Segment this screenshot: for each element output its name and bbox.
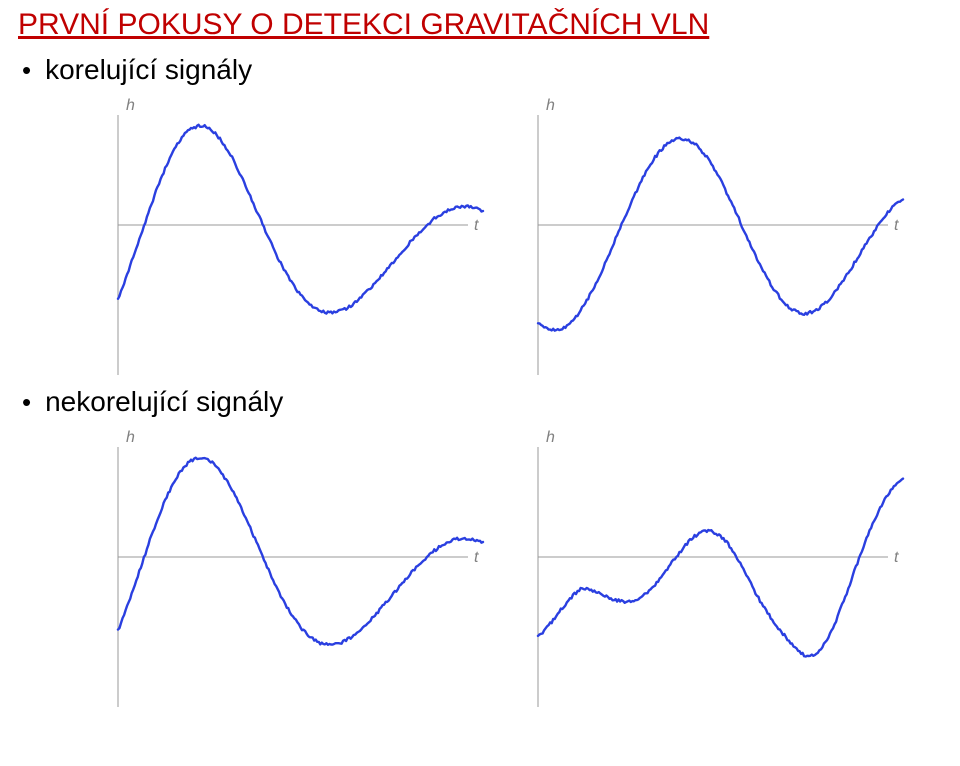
axis-label-x: t: [474, 549, 479, 566]
bullet-dot-icon: •: [22, 57, 31, 83]
axis-label-y: h: [546, 429, 555, 446]
correlated-chart-row: ht ht: [88, 90, 942, 380]
axis-label-y: h: [546, 97, 555, 114]
axis-label-x: t: [894, 217, 899, 234]
signal-chart: ht: [88, 90, 508, 380]
uncorrelated-chart-row: ht ht: [88, 422, 942, 712]
axis-label-x: t: [474, 217, 479, 234]
page-title: PRVNÍ POKUSY O DETEKCI GRAVITAČNÍCH VLN: [18, 8, 942, 42]
axis-label-y: h: [126, 429, 135, 446]
chart-bottom-right: ht: [508, 422, 928, 712]
bullet-dot-icon: •: [22, 389, 31, 415]
signal-chart: ht: [508, 422, 928, 712]
bullet-uncorrelated-label: nekorelující signály: [45, 386, 283, 418]
axis-label-x: t: [894, 549, 899, 566]
chart-bottom-left: ht: [88, 422, 508, 712]
axis-label-y: h: [126, 97, 135, 114]
chart-top-left: ht: [88, 90, 508, 380]
signal-chart: ht: [88, 422, 508, 712]
chart-top-right: ht: [508, 90, 928, 380]
signal-chart: ht: [508, 90, 928, 380]
bullet-uncorrelated: • nekorelující signály: [22, 386, 942, 418]
bullet-correlated-label: korelující signály: [45, 54, 252, 86]
bullet-correlated: • korelující signály: [22, 54, 942, 86]
